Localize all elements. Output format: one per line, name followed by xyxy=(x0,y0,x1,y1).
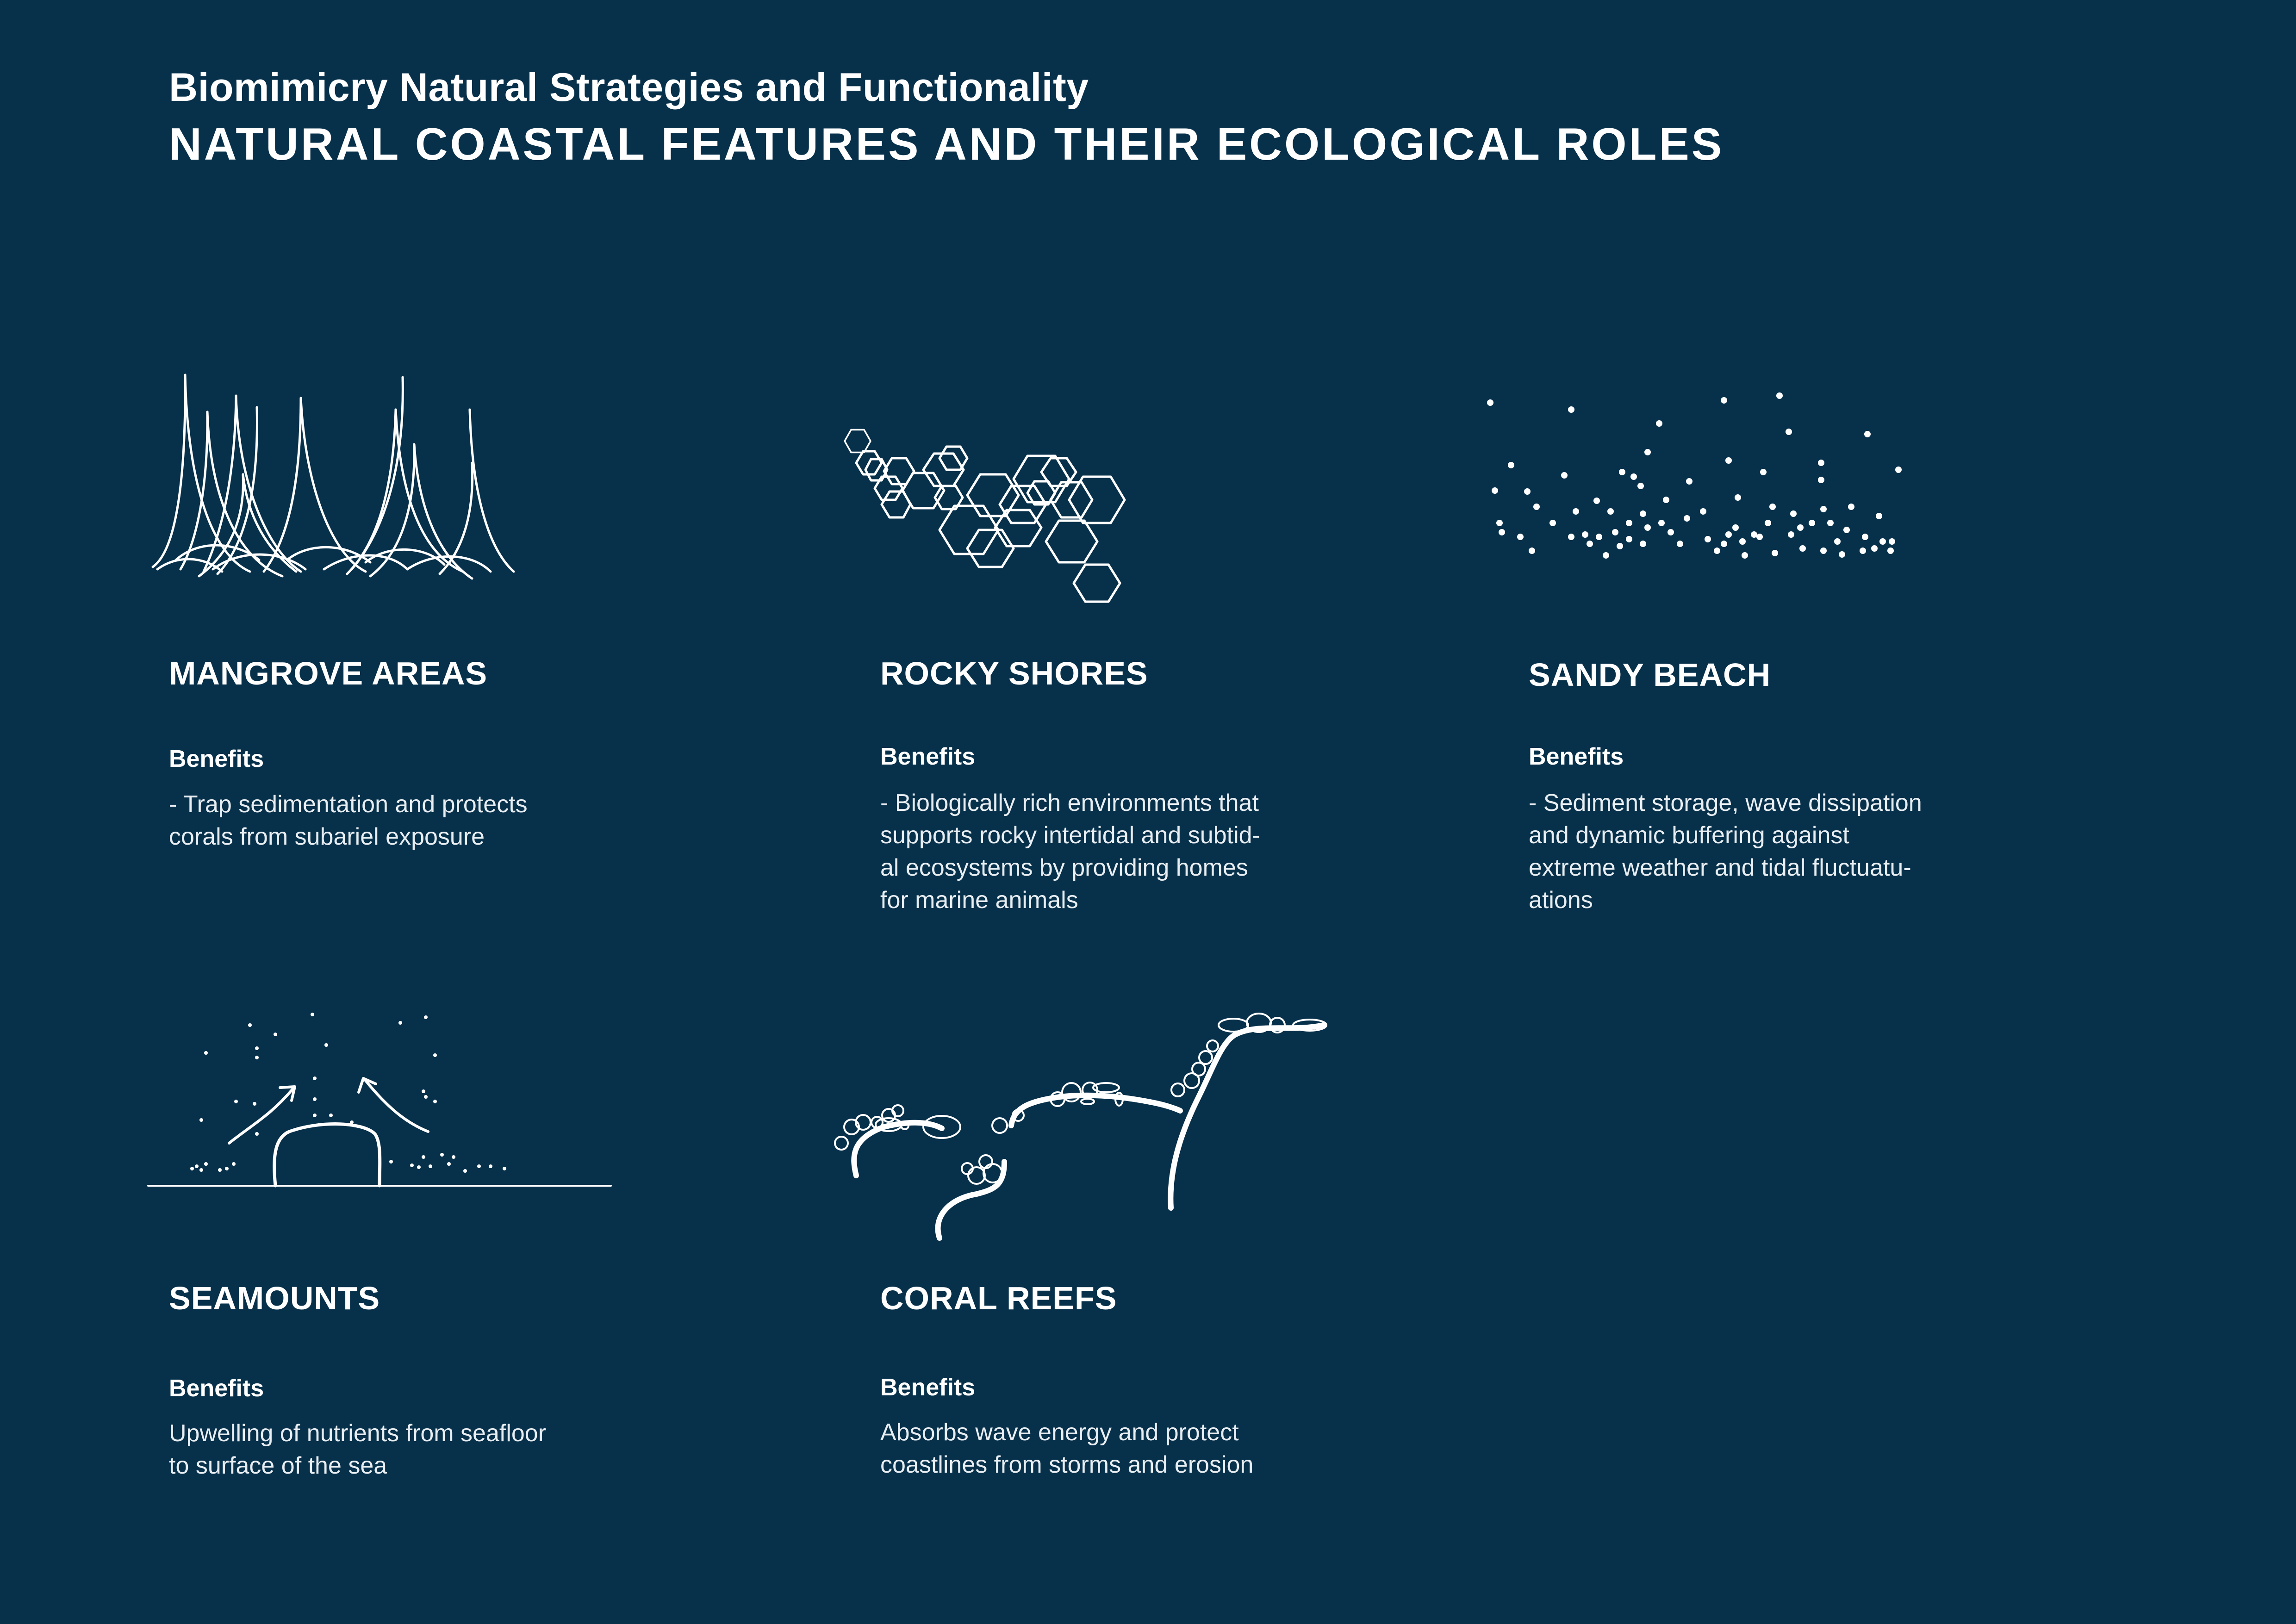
benefits-heading-coral: Benefits xyxy=(880,1374,976,1401)
feature-title-sandy: SANDY BEACH xyxy=(1529,657,1771,693)
feature-title-mangrove: MANGROVE AREAS xyxy=(169,655,488,691)
benefits-heading-sandy: Benefits xyxy=(1529,743,1624,770)
feature-title-seamounts: SEAMOUNTS xyxy=(169,1280,380,1316)
benefits-text-coral: Absorbs wave energy and protect coastlin… xyxy=(880,1419,1254,1478)
benefits-heading-rocky: Benefits xyxy=(880,743,976,770)
benefits-text-sandy: - Sediment storage, wave dissipation and… xyxy=(1529,790,1922,914)
page-subtitle: Biomimicry Natural Strategies and Functi… xyxy=(169,65,1089,110)
page-title: NATURAL COASTAL FEATURES AND THEIR ECOLO… xyxy=(169,118,1724,169)
seamount-upwelling-icon xyxy=(147,1013,612,1188)
benefits-text-rocky: - Biologically rich environments that su… xyxy=(880,790,1260,914)
sand-dots-icon xyxy=(1487,392,1902,559)
benefits-heading-seamounts: Benefits xyxy=(169,1375,264,1402)
benefits-text-seamounts: Upwelling of nutrients from seafloor to … xyxy=(169,1420,547,1479)
benefits-text-mangrove: - Trap sedimentation and protects corals… xyxy=(169,791,528,850)
benefits-heading-mangrove: Benefits xyxy=(169,746,264,772)
coral-branches-icon xyxy=(834,1013,1327,1241)
mangrove-roots-icon xyxy=(151,373,515,580)
feature-title-rocky: ROCKY SHORES xyxy=(880,655,1148,691)
hexagon-rocks-icon xyxy=(844,429,1126,603)
feature-title-coral: CORAL REEFS xyxy=(880,1280,1117,1316)
